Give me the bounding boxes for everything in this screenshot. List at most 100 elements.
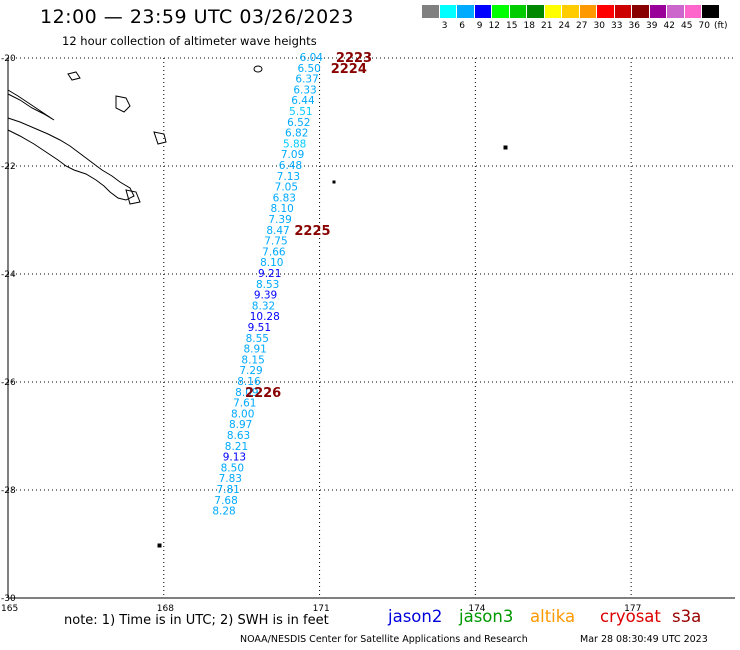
pass-time-label: 2223 — [336, 51, 372, 66]
wave-height-value: 6.83 — [273, 192, 296, 204]
legend-label: 45 — [681, 21, 693, 31]
wave-height-value: 6.50 — [297, 63, 320, 75]
footer-credit: NOAA/NESDIS Center for Satellite Applica… — [240, 634, 528, 645]
wave-height-value: 5.88 — [283, 138, 306, 150]
islet-oval — [253, 65, 263, 73]
longitude-tick-label: 174 — [468, 604, 485, 614]
legend-label: 15 — [506, 21, 518, 31]
wave-height-value: 9.51 — [248, 322, 271, 334]
islet-dot — [503, 145, 508, 150]
wave-height-value: 6.48 — [279, 160, 302, 172]
legend-labels: 3 6 9 12 15 18 21 24 27 30 33 36 39 42 45 70 — [422, 21, 720, 31]
latitude-tick-label: -30 — [1, 594, 16, 604]
wave-height-value: 6.33 — [293, 84, 316, 96]
wave-height-value: 8.53 — [256, 279, 279, 291]
wave-height-value: 7.68 — [214, 495, 237, 507]
wave-height-value: 8.91 — [243, 344, 266, 356]
wave-height-value: 8.47 — [266, 225, 289, 237]
wave-height-value: 8.09 — [235, 387, 258, 399]
loyalty-island-3 — [125, 189, 141, 205]
longitude-tick-label: 171 — [313, 604, 330, 614]
satellite-label-altika: altika — [530, 607, 576, 626]
islet-outline — [67, 71, 81, 81]
islet-dot-3 — [157, 543, 162, 548]
footer-timestamp: Mar 28 08:30:49 UTC 2023 — [580, 634, 708, 645]
wave-height-value: 7.83 — [219, 473, 242, 485]
legend-swatch — [544, 5, 562, 18]
wave-height-value: 7.09 — [281, 149, 304, 161]
wave-height-value: 6.44 — [291, 95, 315, 107]
wave-height-value: 5.51 — [289, 106, 312, 118]
satellite-label-s3a: s3a — [672, 607, 702, 626]
loyalty-island — [115, 95, 131, 113]
latitude-tick-label: -20 — [1, 54, 16, 64]
wave-height-value: 8.97 — [229, 419, 252, 431]
satellite-label-jason2: jason2 — [388, 607, 443, 626]
new-caledonia-coast — [7, 117, 135, 201]
landmass-outlines — [7, 65, 508, 548]
legend-label: 42 — [663, 21, 675, 31]
legend-swatch — [457, 5, 475, 18]
wave-height-value: 8.21 — [225, 441, 248, 453]
longitude-tick-label: 165 — [1, 604, 18, 614]
wave-height-value: 8.63 — [227, 430, 250, 442]
wave-height-value: 8.10 — [260, 257, 283, 269]
legend-label: 33 — [611, 21, 623, 31]
wave-height-value: 8.00 — [231, 408, 254, 420]
page-subtitle: 12 hour collection of altimeter wave hei… — [62, 34, 317, 48]
pass-time-label: 2224 — [331, 62, 367, 77]
legend-swatch — [649, 5, 667, 18]
legend-swatch — [614, 5, 632, 18]
color-legend: 3 6 9 12 15 18 21 24 27 30 33 36 39 42 45 70 (ft) — [422, 5, 728, 38]
legend-swatch — [562, 5, 580, 18]
wave-height-value: 8.50 — [221, 462, 244, 474]
wave-height-value: 8.10 — [270, 203, 293, 215]
wave-height-value: 8.55 — [246, 333, 269, 345]
legend-swatch — [684, 5, 702, 18]
altimeter-track: 6.046.506.376.336.445.516.526.825.887.09… — [212, 51, 372, 518]
legend-swatch — [509, 5, 527, 18]
wave-height-value: 8.28 — [212, 506, 235, 518]
legend-label: 30 — [593, 21, 605, 31]
wave-height-value: 8.15 — [241, 354, 264, 366]
wave-height-value: 8.16 — [237, 376, 261, 388]
legend-label: 27 — [576, 21, 588, 31]
wave-height-value: 7.75 — [264, 236, 287, 248]
legend-label: 6 — [459, 21, 465, 31]
legend-swatch — [702, 5, 720, 18]
legend-label: 39 — [646, 21, 658, 31]
pass-time-label: 2226 — [245, 386, 281, 401]
wave-height-value: 7.13 — [277, 171, 300, 183]
legend-swatch — [492, 5, 510, 18]
islet-dot-2 — [332, 180, 336, 184]
legend-label: 36 — [628, 21, 640, 31]
wave-height-value: 8.32 — [252, 300, 275, 312]
latitude-tick-label: -26 — [1, 378, 16, 388]
wave-height-value: 6.52 — [287, 117, 310, 129]
wave-height-value: 7.05 — [275, 182, 298, 194]
pass-time-label: 2225 — [294, 224, 330, 239]
latitude-tick-label: -24 — [1, 270, 16, 280]
legend-swatch — [527, 5, 545, 18]
wave-height-value: 9.39 — [254, 290, 277, 302]
wave-height-value: 10.28 — [250, 311, 280, 323]
note-text: note: 1) Time is in UTC; 2) SWH is in fe… — [64, 613, 329, 628]
wave-height-value: 7.66 — [262, 246, 286, 258]
legend-label: 9 — [476, 21, 483, 31]
wave-height-value: 9.21 — [258, 268, 281, 280]
legend-swatch — [422, 5, 440, 18]
longitude-tick-label: 168 — [157, 604, 174, 614]
wave-height-value: 9.13 — [223, 452, 246, 464]
wave-height-value: 6.04 — [300, 52, 324, 64]
loyalty-island-2 — [153, 131, 167, 145]
legend-swatch — [579, 5, 597, 18]
satellite-label-cryosat: cryosat — [600, 607, 661, 626]
legend-swatch — [474, 5, 492, 18]
latitude-tick-label: -28 — [1, 486, 16, 496]
legend-unit: (ft) — [714, 21, 728, 31]
wave-height-value: 7.81 — [216, 484, 239, 496]
legend-swatch — [597, 5, 615, 18]
coast-fragment — [7, 89, 55, 121]
wave-height-value: 7.39 — [268, 214, 291, 226]
